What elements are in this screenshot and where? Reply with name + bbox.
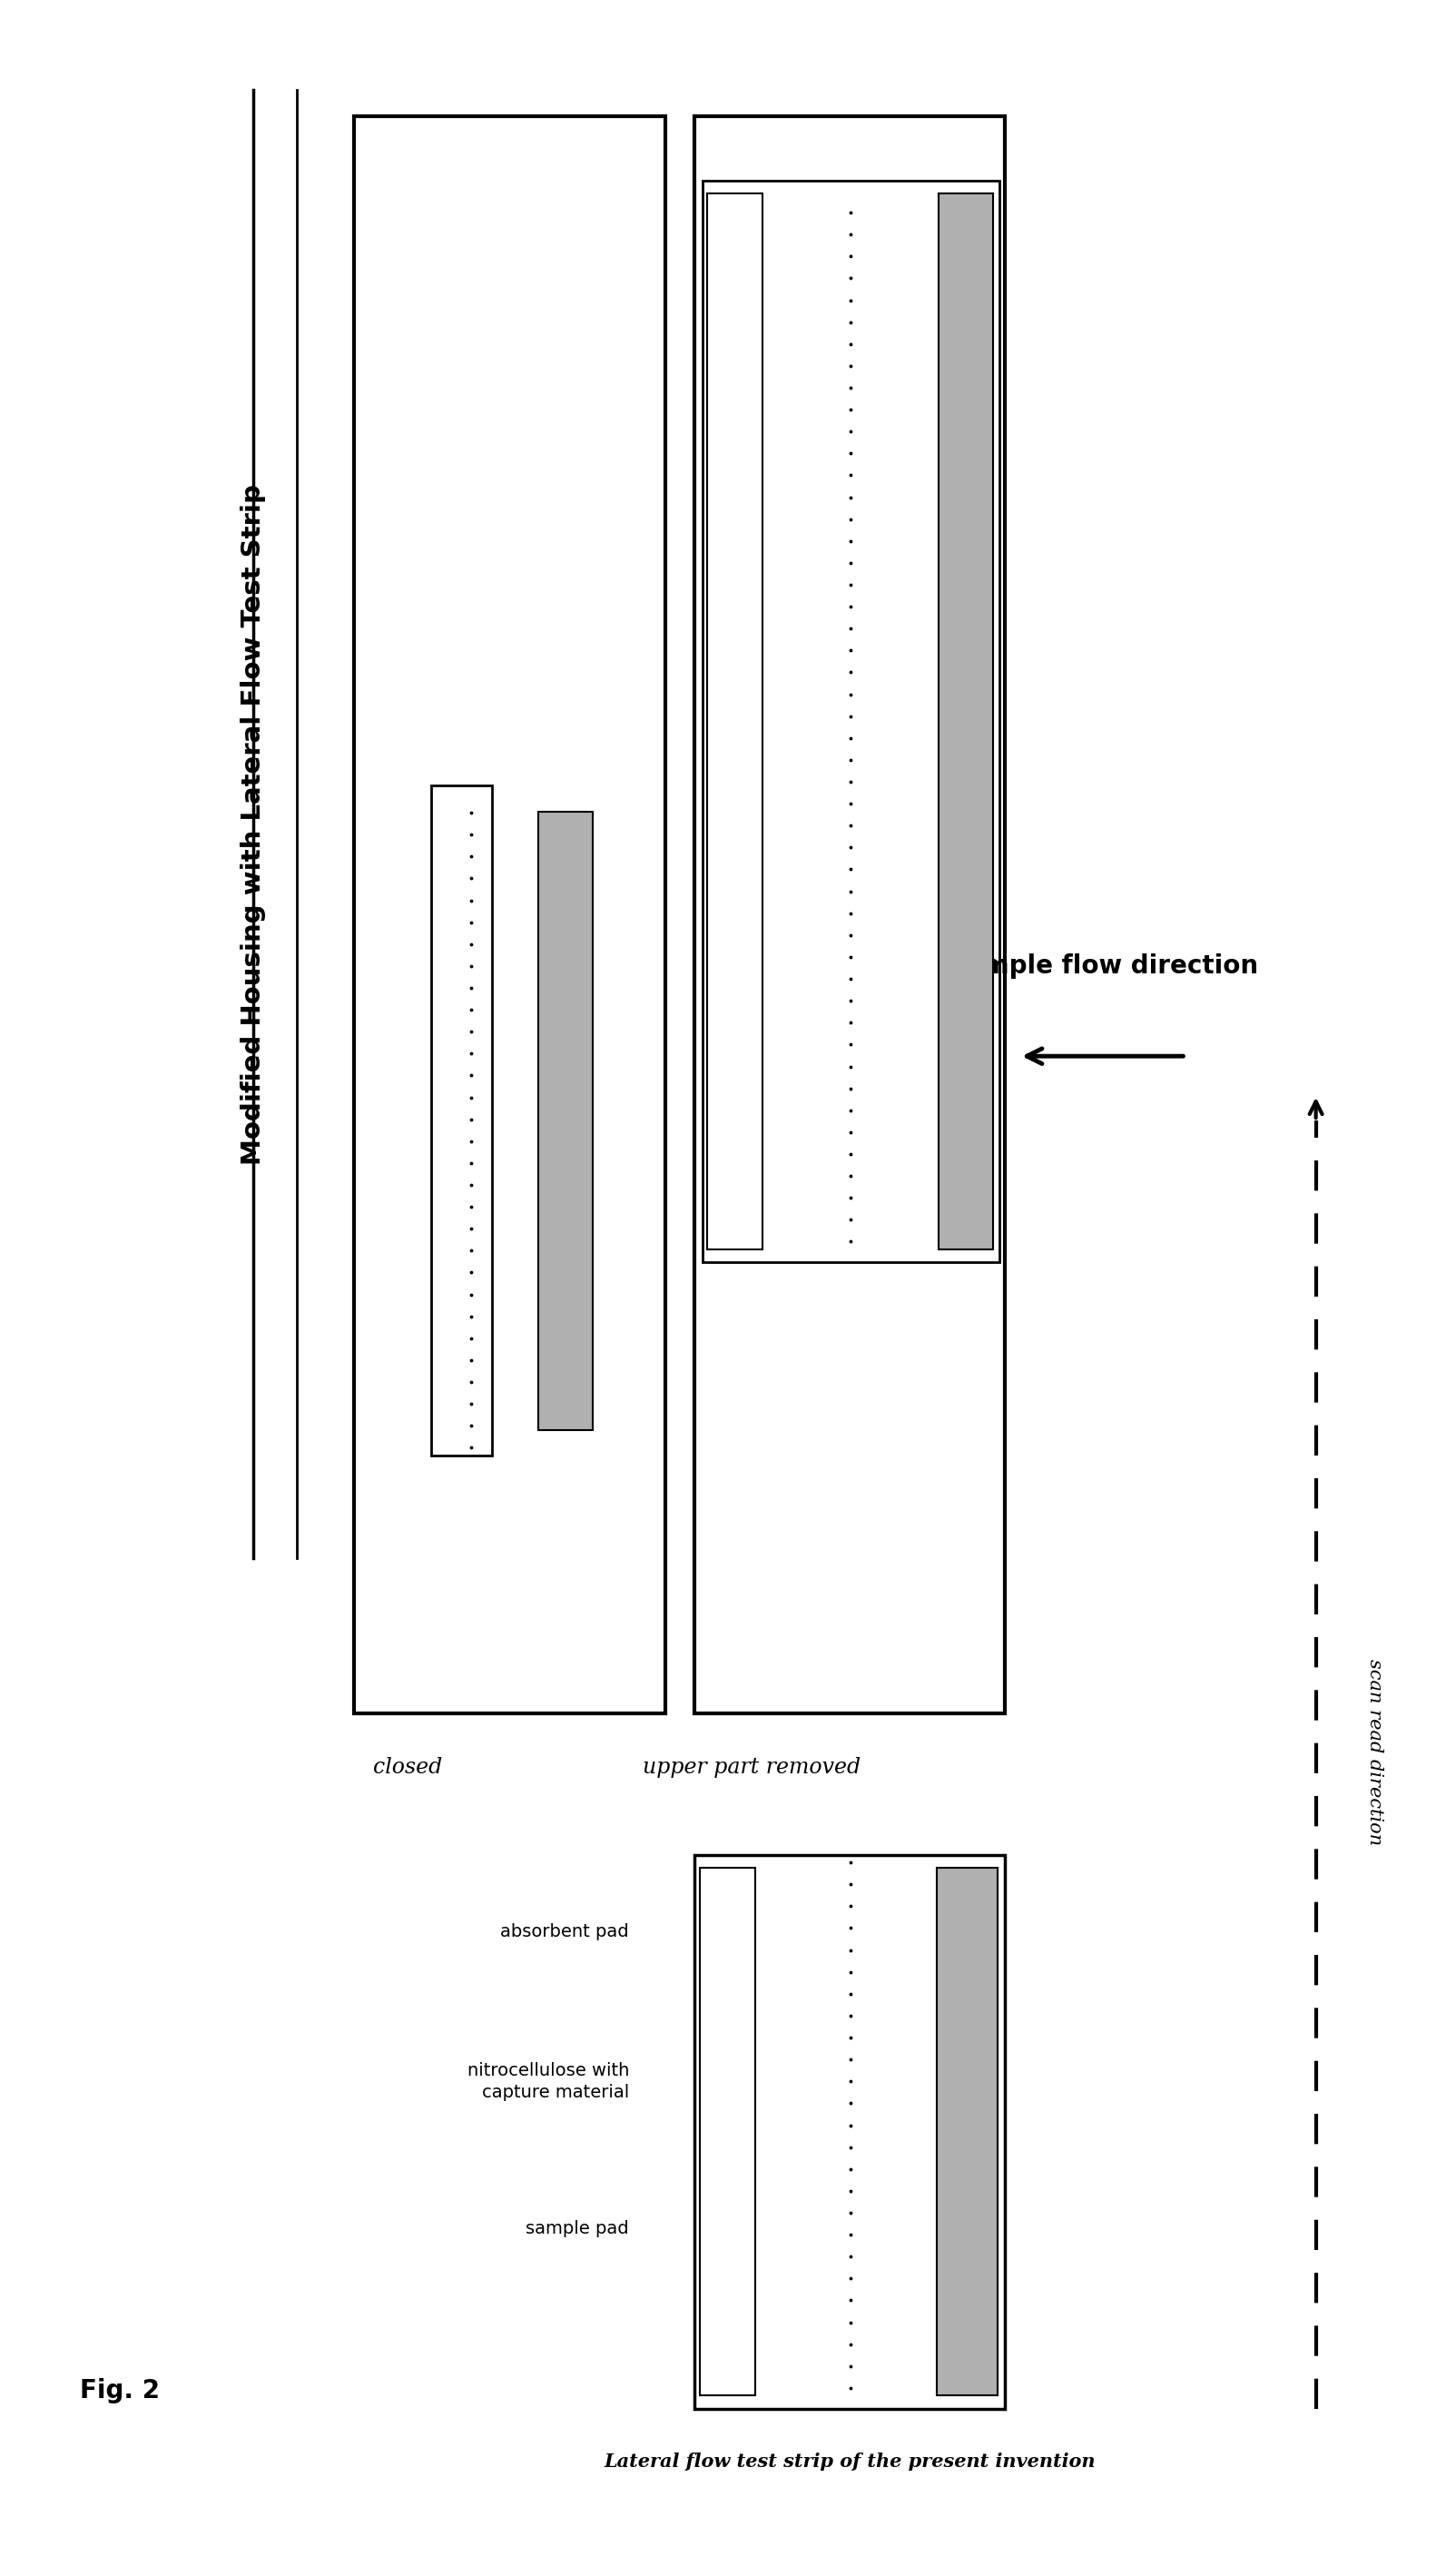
Bar	[694, 1855, 1005, 2409]
Text: nitrocellulose with
capture material: nitrocellulose with capture material	[467, 2063, 629, 2099]
Text: upper part removed: upper part removed	[643, 1757, 860, 1777]
Bar	[938, 193, 993, 1249]
Bar	[700, 1868, 755, 2396]
Text: scan read direction: scan read direction	[1366, 1659, 1384, 1844]
Bar	[694, 116, 1005, 1713]
Text: sample pad: sample pad	[526, 2221, 629, 2236]
Text: closed: closed	[373, 1757, 442, 1777]
Bar	[354, 116, 665, 1713]
Text: Lateral flow test strip of the present invention: Lateral flow test strip of the present i…	[604, 2452, 1096, 2470]
Text: Modified Housing with Lateral Flow Test Strip: Modified Housing with Lateral Flow Test …	[240, 484, 266, 1164]
Text: absorbent pad: absorbent pad	[500, 1924, 629, 1940]
Bar	[538, 811, 593, 1430]
Text: Fig. 2: Fig. 2	[80, 2378, 159, 2403]
Bar	[707, 193, 762, 1249]
Bar	[703, 180, 999, 1262]
Text: Sample flow direction: Sample flow direction	[949, 953, 1258, 979]
Bar	[431, 786, 492, 1455]
Bar	[937, 1868, 998, 2396]
